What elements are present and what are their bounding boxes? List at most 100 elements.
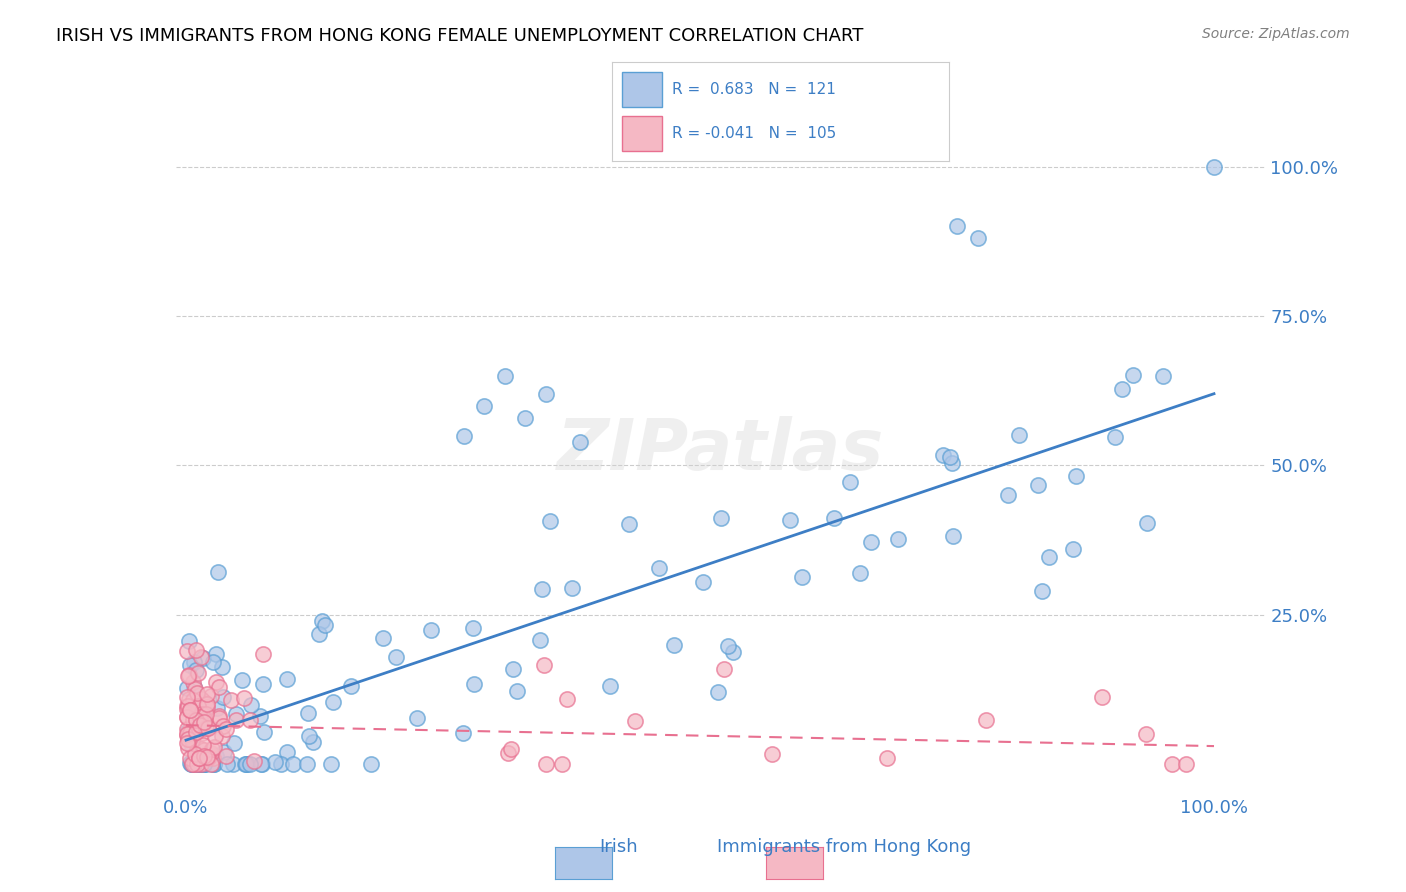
Point — [181, 693, 204, 707]
Point — [201, 757, 224, 772]
Point — [221, 757, 243, 772]
Point — [1152, 368, 1174, 383]
Point — [180, 757, 202, 772]
Point — [838, 475, 860, 489]
Point — [225, 713, 247, 727]
Point — [183, 757, 205, 772]
Point — [201, 741, 224, 756]
Point — [176, 701, 198, 715]
Point — [538, 515, 561, 529]
Point — [190, 757, 212, 772]
Point — [1111, 382, 1133, 396]
Point — [235, 757, 257, 772]
Point — [193, 695, 215, 709]
Point — [188, 757, 211, 772]
Point — [939, 450, 962, 465]
Point — [250, 757, 273, 772]
Text: R = -0.041   N =  105: R = -0.041 N = 105 — [672, 126, 837, 141]
Point — [177, 731, 200, 746]
Point — [463, 677, 485, 691]
Point — [311, 615, 333, 629]
Point — [197, 751, 219, 765]
Point — [501, 741, 523, 756]
Point — [186, 757, 208, 772]
Point — [236, 757, 259, 772]
Point — [231, 673, 253, 687]
Point — [253, 724, 276, 739]
Point — [252, 677, 274, 691]
Point — [176, 644, 198, 658]
Point — [191, 706, 214, 721]
Point — [177, 691, 200, 706]
Point — [177, 732, 200, 747]
Point — [494, 368, 516, 383]
Point — [529, 633, 551, 648]
Point — [193, 757, 215, 772]
Point — [360, 757, 382, 772]
Point — [276, 745, 298, 759]
Point — [205, 748, 228, 763]
Point — [176, 735, 198, 749]
Point — [707, 685, 730, 699]
Point — [252, 647, 274, 661]
Point — [194, 706, 217, 721]
Point — [186, 663, 208, 677]
Point — [195, 721, 218, 735]
Point — [211, 660, 233, 674]
Point — [1135, 727, 1157, 741]
Point — [239, 757, 262, 772]
Point — [384, 650, 406, 665]
Point — [876, 751, 898, 765]
Point — [239, 713, 262, 727]
Point — [599, 679, 621, 693]
Point — [790, 570, 813, 584]
Point — [301, 735, 323, 749]
Point — [373, 632, 395, 646]
Point — [177, 741, 200, 756]
Point — [187, 698, 209, 713]
Point — [197, 746, 219, 760]
Point — [717, 639, 740, 653]
Text: IRISH VS IMMIGRANTS FROM HONG KONG FEMALE UNEMPLOYMENT CORRELATION CHART: IRISH VS IMMIGRANTS FROM HONG KONG FEMAL… — [56, 27, 863, 45]
Point — [534, 757, 557, 772]
Point — [187, 708, 209, 723]
Point — [297, 757, 319, 772]
Point — [966, 231, 988, 245]
Point — [204, 757, 226, 772]
Point — [201, 751, 224, 765]
Point — [298, 729, 321, 743]
Point — [183, 698, 205, 713]
Point — [177, 698, 200, 713]
Point — [941, 457, 963, 471]
Point — [195, 700, 218, 714]
Point — [200, 690, 222, 704]
Point — [321, 757, 343, 772]
Point — [215, 749, 238, 764]
Point — [190, 692, 212, 706]
Point — [184, 681, 207, 696]
FancyBboxPatch shape — [621, 72, 662, 106]
Point — [617, 516, 640, 531]
Point — [823, 511, 845, 525]
Point — [180, 721, 202, 735]
Point — [204, 729, 226, 743]
Point — [496, 746, 519, 760]
Point — [849, 566, 872, 580]
Point — [502, 661, 524, 675]
Point — [193, 757, 215, 772]
Point — [221, 692, 243, 706]
Point — [270, 757, 292, 772]
Point — [240, 698, 263, 712]
Point — [1064, 469, 1087, 483]
Point — [181, 713, 204, 727]
Point — [181, 732, 204, 747]
Point — [472, 399, 495, 413]
Point — [1091, 690, 1114, 704]
Text: Immigrants from Hong Kong: Immigrants from Hong Kong — [717, 838, 970, 856]
Point — [1062, 542, 1084, 557]
Point — [191, 757, 214, 772]
Point — [194, 713, 217, 727]
Point — [531, 582, 554, 597]
Point — [534, 386, 557, 401]
Point — [176, 728, 198, 742]
